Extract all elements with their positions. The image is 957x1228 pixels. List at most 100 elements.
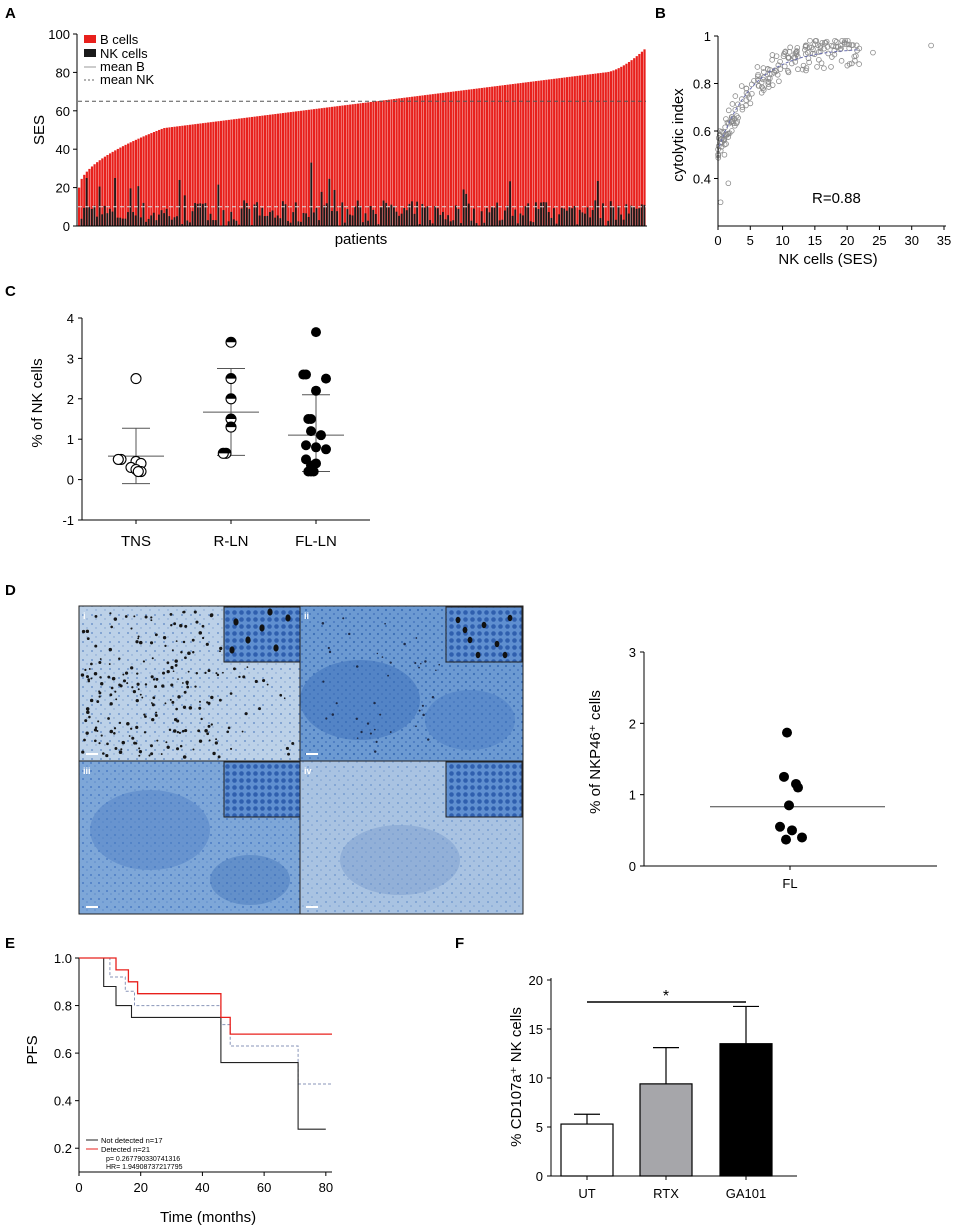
a-bar-b-cells bbox=[514, 83, 517, 227]
a-bar-nk-cells bbox=[83, 207, 85, 226]
a-bar-nk-cells bbox=[571, 208, 573, 226]
a-bar-nk-cells bbox=[98, 186, 101, 226]
b-point bbox=[787, 44, 793, 51]
d-stained-cell bbox=[80, 673, 85, 677]
d-stained-cell bbox=[143, 713, 146, 716]
b-point bbox=[732, 106, 739, 113]
b-point bbox=[759, 84, 765, 90]
f-y-ticks: 0 5 10 15 20 bbox=[529, 973, 551, 1184]
a-bar-nk-cells bbox=[333, 189, 336, 226]
d-stained-cell bbox=[421, 704, 424, 707]
a-bar-b-cells bbox=[222, 120, 225, 226]
e-y-tick-label: 0.6 bbox=[54, 1046, 72, 1061]
d-stained-cell bbox=[164, 644, 167, 648]
a-bar-b-cells bbox=[232, 119, 236, 226]
a-bar-b-cells bbox=[385, 99, 388, 226]
a-bar-nk-cells bbox=[411, 201, 413, 226]
e-stat-p: p= 0.267790330741316 bbox=[106, 1156, 180, 1163]
a-bar-b-cells bbox=[320, 108, 323, 226]
d-stained-cell bbox=[83, 738, 86, 742]
d-stained-cell bbox=[100, 734, 103, 737]
d-stained-cell bbox=[201, 624, 205, 628]
d-tissue-patch bbox=[340, 825, 460, 895]
b-point bbox=[782, 49, 788, 56]
a-bar-b-cells bbox=[338, 105, 341, 226]
d-stained-cell bbox=[193, 610, 197, 614]
a-bar-b-cells bbox=[439, 93, 442, 227]
d-stained-cell bbox=[173, 622, 177, 626]
e-y-tick-label: 0.2 bbox=[54, 1141, 72, 1156]
c-y-ticks: -1 0 1 2 3 4 bbox=[62, 311, 82, 528]
b-point bbox=[842, 37, 848, 44]
a-y-ticks: 0 20 40 60 80 100 bbox=[48, 27, 77, 234]
d-stained-cell bbox=[325, 717, 328, 720]
d-stained-cell bbox=[109, 702, 113, 706]
a-bar-nk-cells bbox=[506, 205, 509, 226]
b-point bbox=[734, 118, 741, 125]
b-point bbox=[777, 58, 783, 65]
a-xlabel: patients bbox=[335, 231, 388, 248]
a-bar-nk-cells bbox=[134, 215, 137, 226]
b-point bbox=[795, 66, 801, 73]
e-legend-not-detected: Not detected n=17 bbox=[101, 1136, 163, 1145]
c-point-rln-half bbox=[226, 393, 236, 399]
a-bar-b-cells bbox=[408, 97, 411, 226]
a-bar-nk-cells bbox=[607, 220, 610, 226]
a-bar-b-cells bbox=[617, 68, 620, 226]
a-bar-nk-cells bbox=[454, 205, 457, 226]
f-y-tick-label: 20 bbox=[529, 973, 543, 988]
a-bar-b-cells bbox=[377, 100, 380, 226]
a-bar-nk-cells bbox=[108, 208, 111, 226]
d-stained-cell bbox=[114, 690, 117, 693]
b-point bbox=[748, 81, 755, 88]
d-stained-cell bbox=[154, 633, 158, 637]
b-point bbox=[721, 151, 728, 158]
a-bar-nk-cells bbox=[581, 212, 584, 226]
f-category-labels: UT RTX GA101 bbox=[578, 1176, 766, 1201]
b-point bbox=[772, 67, 778, 74]
d-label-iii: iii bbox=[83, 766, 91, 776]
a-bar-nk-cells bbox=[380, 206, 382, 226]
d-stained-cell bbox=[373, 701, 376, 705]
b-point bbox=[793, 51, 800, 58]
d-stained-cell bbox=[170, 624, 173, 627]
d-stained-cell bbox=[124, 671, 129, 675]
d-stained-cell bbox=[207, 669, 211, 673]
d-y-tick-label: 3 bbox=[629, 645, 636, 660]
a-bar-b-cells bbox=[155, 130, 158, 226]
d-stained-cell bbox=[181, 729, 185, 733]
a-bar-nk-cells bbox=[560, 207, 563, 226]
e-stat-hr: HR= 1.94908737217795 bbox=[106, 1164, 183, 1171]
a-bar-nk-cells bbox=[372, 209, 375, 226]
a-bar-nk-cells bbox=[362, 222, 364, 226]
a-bar-b-cells bbox=[227, 119, 230, 226]
a-bar-nk-cells bbox=[248, 208, 251, 226]
a-bar-b-cells bbox=[351, 104, 354, 226]
a-bar-b-cells bbox=[271, 114, 274, 226]
b-point bbox=[769, 57, 775, 63]
d-stained-cell bbox=[422, 713, 425, 717]
panel-d-dot-plot: 0 1 2 3 FL % of NKP46⁺ cells bbox=[587, 645, 937, 891]
d-stained-cell bbox=[177, 695, 181, 699]
c-y-tick-label: -1 bbox=[62, 513, 74, 528]
b-point bbox=[805, 55, 812, 62]
c-point-flln bbox=[298, 369, 309, 380]
d-stained-cell bbox=[210, 695, 214, 700]
d-stained-cell bbox=[108, 663, 111, 665]
a-bar-b-cells bbox=[276, 113, 279, 226]
d-stained-cell bbox=[180, 651, 183, 654]
a-bar-b-cells bbox=[356, 103, 360, 226]
d-stained-cell bbox=[135, 640, 139, 644]
b-point bbox=[735, 114, 741, 121]
d-stained-cell bbox=[185, 680, 189, 685]
b-point bbox=[735, 101, 741, 108]
a-bar-nk-cells bbox=[258, 215, 261, 226]
a-bar-nk-cells bbox=[553, 208, 555, 226]
a-bar-b-cells bbox=[253, 116, 256, 226]
a-bar-b-cells bbox=[214, 121, 218, 226]
d-stained-cell bbox=[175, 747, 180, 751]
a-bar-nk-cells bbox=[106, 213, 109, 226]
b-point bbox=[850, 42, 856, 48]
e-xlabel: Time (months) bbox=[160, 1209, 256, 1226]
d-stained-cell bbox=[93, 728, 98, 732]
